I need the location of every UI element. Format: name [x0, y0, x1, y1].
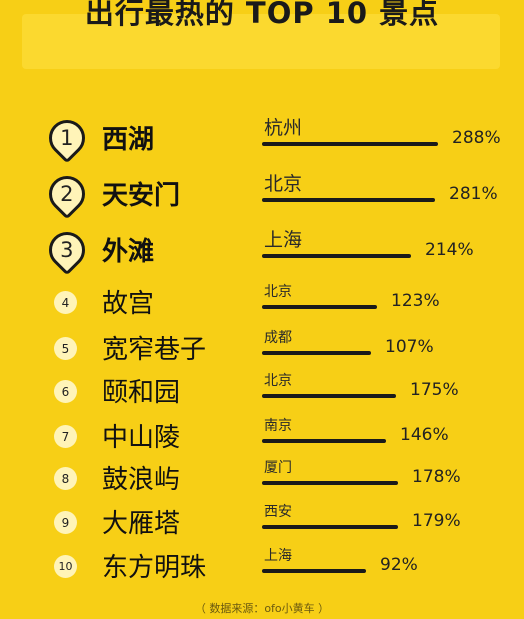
- attraction-name: 西湖: [102, 125, 155, 155]
- value-label: 123%: [391, 291, 440, 311]
- ranking-row: 2 天安门 北京 281%: [0, 168, 524, 220]
- rank-badge: 9: [54, 511, 77, 534]
- data-bar: [262, 525, 398, 529]
- rank-badge: 8: [54, 467, 77, 490]
- rank-badge: 1: [41, 112, 93, 164]
- city-label: 北京: [264, 284, 292, 300]
- rank-badge: 7: [54, 425, 77, 448]
- attraction-name: 天安门: [102, 181, 181, 211]
- value-label: 178%: [412, 467, 461, 487]
- city-label: 上海: [264, 229, 303, 251]
- attraction-name: 颐和园: [102, 378, 181, 408]
- rank-number: 1: [60, 126, 74, 150]
- city-label: 厦门: [264, 460, 292, 476]
- data-bar: [262, 481, 398, 485]
- value-label: 146%: [400, 425, 449, 445]
- ranking-row: 4 故宫 北京 123%: [0, 284, 524, 321]
- rank-badge: 5: [54, 337, 77, 360]
- city-label: 杭州: [264, 117, 303, 139]
- attraction-name: 故宫: [102, 289, 155, 319]
- ranking-row: 10 东方明珠 上海 92%: [0, 548, 524, 585]
- value-label: 179%: [412, 511, 461, 531]
- attraction-name: 大雁塔: [102, 509, 181, 539]
- ranking-row: 1 西湖 杭州 288%: [0, 112, 524, 164]
- attraction-name: 东方明珠: [102, 553, 207, 583]
- data-bar: [262, 439, 386, 443]
- city-label: 南京: [264, 418, 292, 434]
- attraction-name: 鼓浪屿: [102, 465, 181, 495]
- ranking-row: 9 大雁塔 西安 179%: [0, 504, 524, 541]
- ranking-row: 5 宽窄巷子 成都 107%: [0, 330, 524, 367]
- value-label: 288%: [452, 128, 501, 148]
- data-bar: [262, 305, 377, 309]
- data-bar: [262, 351, 371, 355]
- data-bar: [262, 142, 438, 146]
- value-label: 107%: [385, 337, 434, 357]
- rank-badge: 4: [54, 291, 77, 314]
- attraction-name: 宽窄巷子: [102, 335, 207, 365]
- ranking-row: 7 中山陵 南京 146%: [0, 418, 524, 455]
- city-label: 北京: [264, 173, 303, 195]
- rank-badge: 10: [54, 555, 77, 578]
- city-label: 西安: [264, 504, 292, 520]
- ranking-row: 3 外滩 上海 214%: [0, 224, 524, 276]
- value-label: 281%: [449, 184, 498, 204]
- ranking-row: 8 鼓浪屿 厦门 178%: [0, 460, 524, 497]
- title-band: [22, 14, 500, 69]
- ranking-row: 6 颐和园 北京 175%: [0, 373, 524, 410]
- city-label: 成都: [264, 330, 292, 346]
- value-label: 214%: [425, 240, 474, 260]
- city-label: 上海: [264, 548, 292, 564]
- data-bar: [262, 569, 366, 573]
- rank-badge: 2: [41, 168, 93, 220]
- rank-badge: 3: [41, 224, 93, 276]
- data-source-note: （ 数据来源：ofo小黄车 ）: [194, 602, 330, 615]
- value-label: 92%: [380, 555, 418, 575]
- data-bar: [262, 198, 435, 202]
- attraction-name: 外滩: [102, 237, 155, 267]
- data-bar: [262, 394, 396, 398]
- rank-number: 2: [60, 182, 74, 206]
- data-bar: [262, 254, 411, 258]
- chart-title: 出行最热的 TOP 10 景点: [84, 0, 440, 30]
- attraction-name: 中山陵: [102, 423, 181, 453]
- city-label: 北京: [264, 373, 292, 389]
- rank-badge: 6: [54, 380, 77, 403]
- rank-number: 3: [60, 238, 74, 262]
- value-label: 175%: [410, 380, 459, 400]
